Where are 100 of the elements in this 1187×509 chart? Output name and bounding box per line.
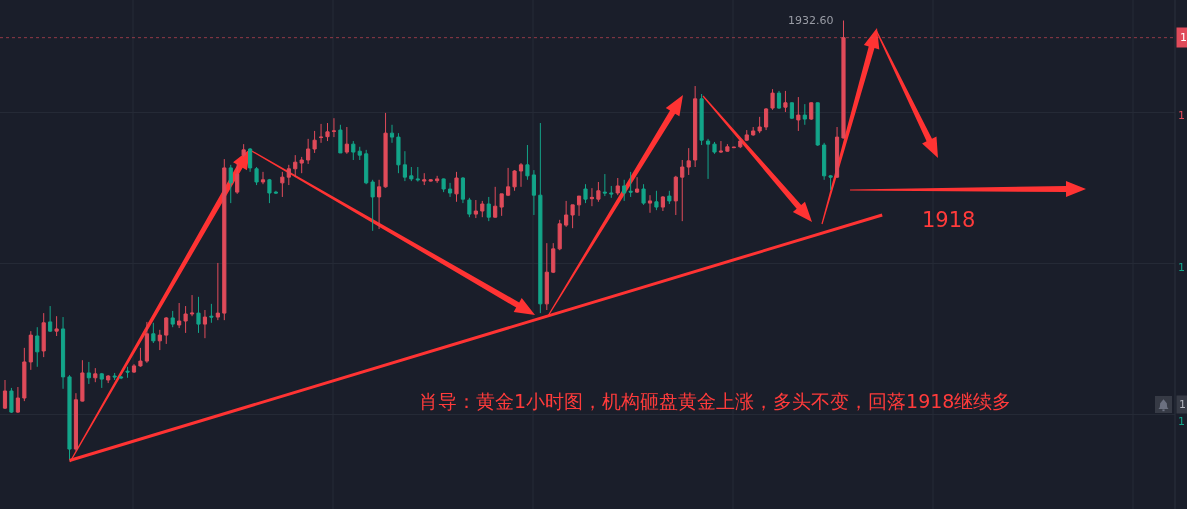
candlestick xyxy=(809,101,814,121)
candlestick xyxy=(86,361,91,385)
candlestick xyxy=(112,372,117,381)
candlestick xyxy=(757,116,762,134)
text: 1 xyxy=(1178,109,1185,122)
candlestick xyxy=(22,347,27,402)
candlestick xyxy=(525,144,530,181)
candlestick xyxy=(80,359,85,403)
candlestick xyxy=(15,386,20,414)
candlestick xyxy=(351,140,356,161)
candlestick xyxy=(48,305,53,333)
candlestick xyxy=(596,181,601,203)
candlestick xyxy=(744,129,749,142)
candlestick xyxy=(460,176,466,204)
candlestick xyxy=(99,372,104,389)
candlestick xyxy=(660,195,665,212)
candlestick xyxy=(2,379,8,410)
candlestick xyxy=(654,190,659,211)
candlestick xyxy=(370,179,375,232)
candlestick xyxy=(647,194,653,214)
candlestick xyxy=(538,122,543,314)
candlestick xyxy=(705,138,711,180)
candlestick xyxy=(151,322,156,344)
candlestick xyxy=(312,130,317,154)
candlestick xyxy=(447,182,453,198)
candlestick xyxy=(299,156,304,174)
candlestick xyxy=(209,303,214,324)
candlestick xyxy=(54,315,59,337)
candlestick xyxy=(144,321,149,364)
candlestick xyxy=(260,171,266,185)
candlestick xyxy=(512,169,517,192)
annotation: 肖导：黄金1小时图，机构砸盘黄金上涨，多头不变，回落1918继续多 xyxy=(419,390,1012,412)
candlestick xyxy=(473,199,478,219)
candlestick xyxy=(248,147,253,173)
candlestick xyxy=(712,141,717,155)
candlestick xyxy=(776,90,782,110)
text: 1 xyxy=(1179,398,1186,411)
candlestick xyxy=(589,187,595,207)
ref-line-label: 1 xyxy=(1180,31,1187,44)
candlestick xyxy=(531,169,536,216)
candlestick xyxy=(499,193,504,217)
candlestick xyxy=(557,219,562,251)
candlestick xyxy=(467,197,472,218)
candlestick xyxy=(286,164,291,186)
candlestick xyxy=(718,140,724,154)
candlestick xyxy=(9,387,14,414)
candlestick xyxy=(331,117,337,138)
candlestick xyxy=(551,242,556,274)
candlestick xyxy=(60,316,66,390)
candlestick xyxy=(177,302,182,329)
candlestick xyxy=(641,183,646,206)
candlestick xyxy=(725,143,730,153)
candlestick xyxy=(222,158,227,321)
candlestick xyxy=(480,200,485,218)
candlestick xyxy=(699,93,704,146)
candlestick xyxy=(357,146,362,161)
candlestick xyxy=(615,177,620,196)
candlestick xyxy=(409,166,414,182)
candlestick xyxy=(486,196,491,222)
candlestick xyxy=(338,124,343,154)
annotation: 1932.60 xyxy=(788,14,834,27)
candlestick xyxy=(106,374,111,384)
candlestick xyxy=(157,329,162,351)
candlestick xyxy=(35,326,40,368)
candlestick xyxy=(751,126,756,137)
candlestick xyxy=(628,171,633,198)
candlestick xyxy=(28,330,33,371)
candlestick xyxy=(770,88,775,111)
candlestick xyxy=(293,154,298,178)
candlestick xyxy=(764,107,769,131)
candlestick xyxy=(834,126,840,179)
candlestick xyxy=(564,200,569,228)
candlestick xyxy=(686,147,691,176)
candlestick xyxy=(544,242,549,311)
candlestick xyxy=(254,166,259,186)
candlestick xyxy=(318,123,324,144)
candlestick xyxy=(138,347,143,368)
candlestick xyxy=(306,138,311,165)
candlestick xyxy=(202,309,208,339)
candlestick xyxy=(389,124,395,144)
candlestick xyxy=(235,162,240,195)
candlestick xyxy=(344,126,349,155)
candlestick xyxy=(609,185,614,199)
candlestick xyxy=(73,392,79,452)
candlestick xyxy=(377,179,382,230)
candlestick xyxy=(493,186,498,219)
candlestick xyxy=(93,367,98,383)
candlestick xyxy=(422,172,427,186)
candlestick xyxy=(428,178,433,183)
candlestick xyxy=(796,96,801,132)
text: 1918 xyxy=(922,208,976,232)
candlestick xyxy=(680,159,685,222)
candlestick xyxy=(828,174,833,191)
candlestick xyxy=(693,85,698,168)
candlestick xyxy=(441,177,446,193)
candlestick xyxy=(738,137,743,149)
candlestick xyxy=(454,171,459,203)
candlestick xyxy=(241,143,246,158)
candlestick xyxy=(325,122,330,142)
candlestick xyxy=(364,149,369,185)
